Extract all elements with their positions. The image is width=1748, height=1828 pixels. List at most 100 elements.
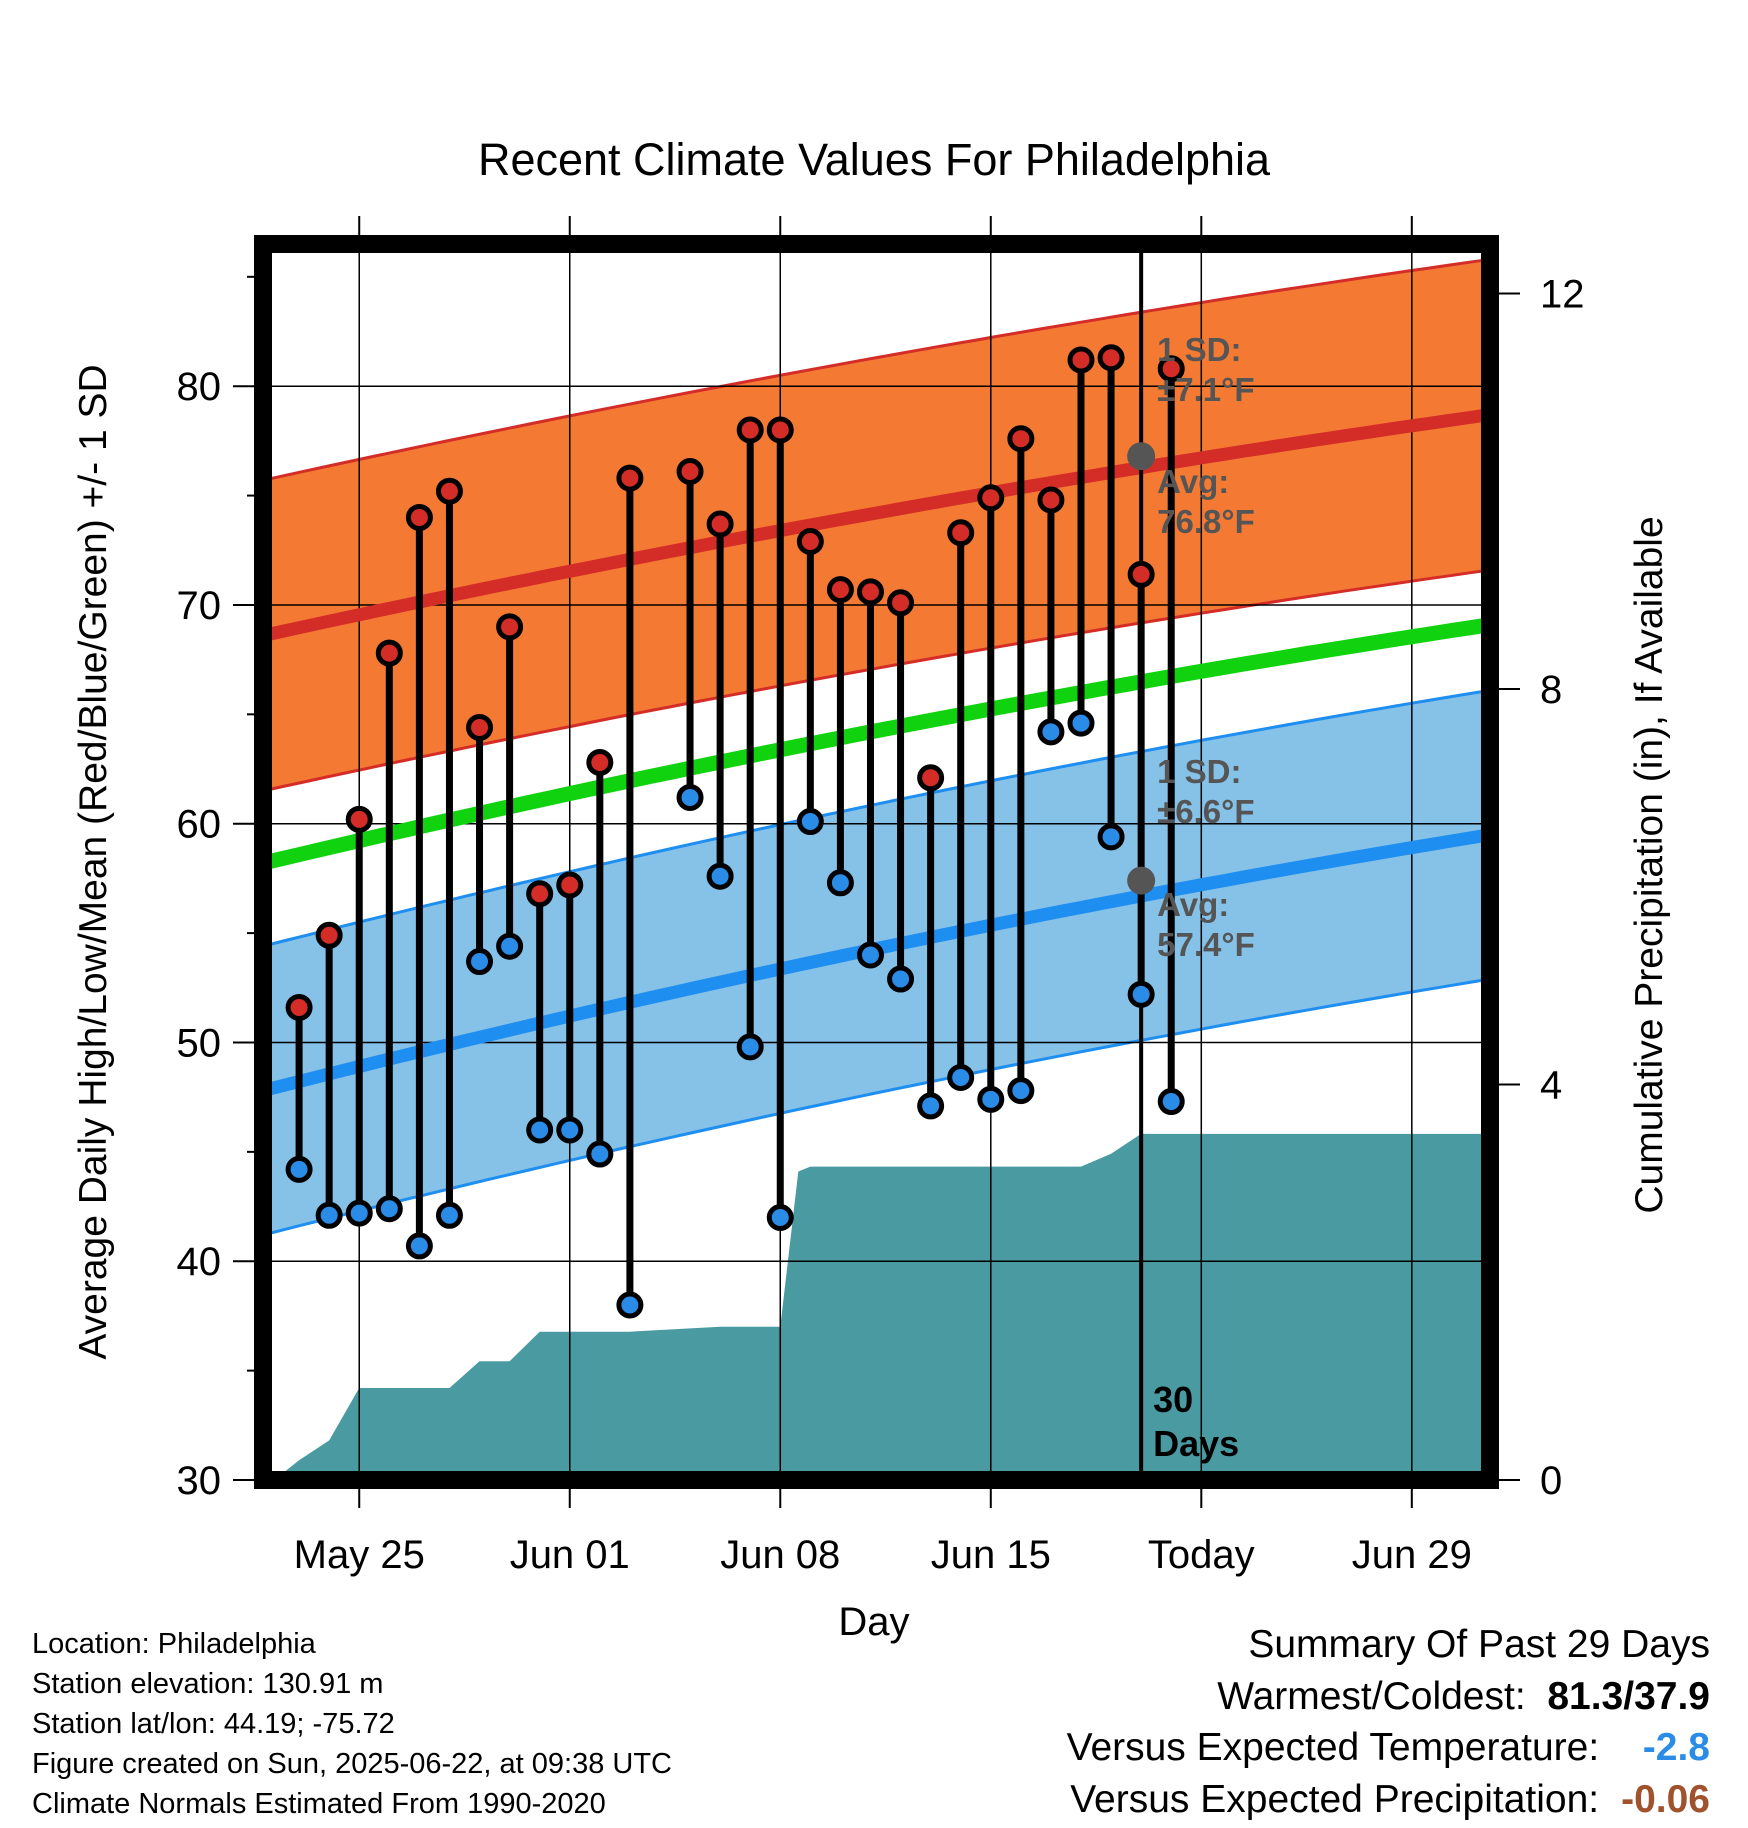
daily-high-point xyxy=(375,639,403,667)
daily-high-point xyxy=(796,528,824,556)
daily-low-point xyxy=(586,1140,614,1168)
daily-low-point xyxy=(1127,980,1155,1008)
daily-low-point xyxy=(285,1155,313,1183)
daily-high-point xyxy=(856,578,884,606)
high-normal-line xyxy=(261,408,1491,642)
y-tick-label: 30 xyxy=(177,1459,222,1503)
summary-temp: Versus Expected Temperature: -2.8 xyxy=(1067,1728,1710,1767)
plot-frame xyxy=(254,235,1499,1489)
daily-low-point xyxy=(345,1199,373,1227)
daily-high-point xyxy=(345,805,373,833)
daily-high-point xyxy=(496,613,524,641)
high-sd-upper-edge xyxy=(262,257,1491,482)
y2-tick-label: 0 xyxy=(1540,1459,1562,1503)
location-text: Location: Philadelphia xyxy=(32,1628,316,1660)
y2-tick-label: 4 xyxy=(1540,1063,1562,1107)
daily-low-point xyxy=(856,941,884,969)
daily-high-point xyxy=(285,993,313,1021)
x-tick-label: Jun 08 xyxy=(720,1533,840,1577)
daily-high-point xyxy=(1037,486,1065,514)
daily-low-point xyxy=(496,932,524,960)
low-avg-annotation: Avg: 57.4°F xyxy=(1157,886,1255,963)
x-axis-label: Day xyxy=(838,1600,909,1644)
daily-high-point xyxy=(947,519,975,547)
high-sd-lower-edge xyxy=(262,568,1491,793)
daily-high-point xyxy=(977,484,1005,512)
daily-high-point xyxy=(466,713,494,741)
daily-high-point xyxy=(556,871,584,899)
daily-high-point xyxy=(526,880,554,908)
days-annotation: 30 Days xyxy=(1153,1379,1239,1464)
daily-high-point xyxy=(676,458,704,486)
y-tick-label: 60 xyxy=(177,803,222,847)
x-tick-label: Jun 15 xyxy=(931,1533,1051,1577)
x-tick-label: May 25 xyxy=(294,1533,425,1577)
daily-low-point xyxy=(917,1092,945,1120)
daily-low-point xyxy=(887,965,915,993)
daily-high-point xyxy=(405,503,433,531)
y-tick-label: 80 xyxy=(177,365,222,409)
daily-low-point xyxy=(706,862,734,890)
x-tick-label: Jun 29 xyxy=(1352,1533,1472,1577)
y2-tick-label: 8 xyxy=(1540,668,1562,712)
high-avg-annotation: Avg: 76.8°F xyxy=(1157,463,1255,540)
daily-high-point xyxy=(1097,344,1125,372)
daily-low-point xyxy=(466,948,494,976)
latlon-text: Station lat/lon: 44.19; -75.72 xyxy=(32,1708,395,1740)
daily-low-point xyxy=(526,1116,554,1144)
daily-high-point xyxy=(1157,355,1185,383)
daily-high-point xyxy=(315,921,343,949)
daily-high-point xyxy=(706,510,734,538)
daily-low-point xyxy=(1157,1088,1185,1116)
daily-low-point xyxy=(556,1116,584,1144)
daily-low-point xyxy=(766,1203,794,1231)
daily-high-point xyxy=(917,764,945,792)
daily-low-point xyxy=(947,1063,975,1091)
daily-high-point xyxy=(766,416,794,444)
precip-label: Versus Expected Precipitation: xyxy=(1070,1778,1600,1821)
temp-label: Versus Expected Temperature: xyxy=(1066,1726,1600,1769)
daily-low-point xyxy=(1097,823,1125,851)
normals-text: Climate Normals Estimated From 1990-2020 xyxy=(32,1788,606,1820)
low-sd-lower-edge xyxy=(262,977,1491,1237)
low-sd-upper-edge xyxy=(262,688,1491,948)
y-axis-label-right: Cumulative Precipitation (in), If Availa… xyxy=(1628,516,1671,1213)
daily-high-point xyxy=(1067,346,1095,374)
daily-low-point xyxy=(676,783,704,811)
daily-low-point xyxy=(405,1232,433,1260)
today-high-normal-marker xyxy=(1127,442,1156,471)
summary-title: Summary Of Past 29 Days xyxy=(1248,1623,1710,1666)
y2-tick-label: 12 xyxy=(1540,272,1585,316)
cumulative-precip-area xyxy=(284,1133,1491,1480)
daily-low-point xyxy=(1007,1077,1035,1105)
temp-value: -2.8 xyxy=(1642,1726,1710,1769)
daily-high-point xyxy=(435,477,463,505)
daily-low-point xyxy=(616,1291,644,1319)
low-sd-annotation: 1 SD: ±6.6°F xyxy=(1157,753,1254,830)
daily-low-point xyxy=(375,1195,403,1223)
y-tick-label: 40 xyxy=(177,1240,222,1284)
x-tick-label: Jun 01 xyxy=(510,1533,630,1577)
daily-low-point xyxy=(796,808,824,836)
x-tick-label: Today xyxy=(1148,1533,1255,1577)
daily-low-point xyxy=(435,1201,463,1229)
daily-high-point xyxy=(736,416,764,444)
daily-high-point xyxy=(616,464,644,492)
high-sd-annotation: 1 SD: ±7.1°F xyxy=(1157,331,1254,408)
daily-high-point xyxy=(887,589,915,617)
warm-cold-label: Warmest/Coldest: xyxy=(1217,1675,1526,1718)
daily-low-point xyxy=(1067,709,1095,737)
daily-low-point xyxy=(736,1033,764,1061)
daily-high-point xyxy=(1007,425,1035,453)
today-low-normal-marker xyxy=(1127,866,1156,895)
daily-low-point xyxy=(826,869,854,897)
elevation-text: Station elevation: 130.91 m xyxy=(32,1668,384,1700)
summary-warm-cold: Warmest/Coldest: 81.3/37.9 xyxy=(1217,1677,1710,1716)
y-tick-label: 50 xyxy=(177,1021,222,1065)
created-text: Figure created on Sun, 2025-06-22, at 09… xyxy=(32,1748,672,1780)
y-tick-label: 70 xyxy=(177,584,222,628)
mean-normal-line xyxy=(261,617,1492,871)
y-axis-label-left: Average Daily High/Low/Mean (Red/Blue/Gr… xyxy=(72,364,115,1359)
daily-high-point xyxy=(586,748,614,776)
